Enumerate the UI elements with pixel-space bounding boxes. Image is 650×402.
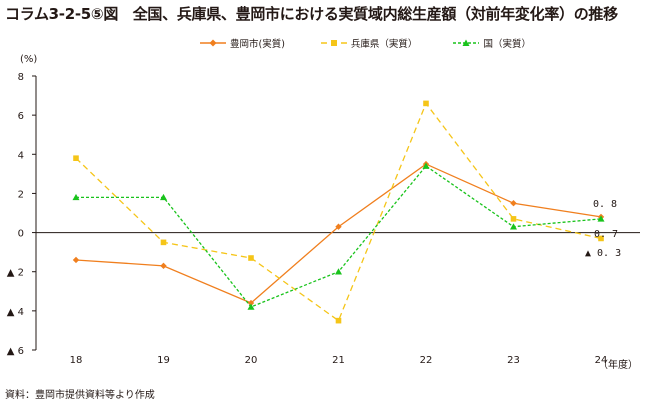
- data-point-square: [73, 155, 79, 161]
- y-axis-unit-label: (%): [20, 54, 37, 65]
- x-tick-label: 22: [420, 355, 433, 366]
- legend-swatch-toyooka: [200, 39, 226, 47]
- legend-label-toyooka: 豊岡市(実質): [230, 39, 285, 50]
- data-point-square: [423, 100, 429, 107]
- y-tick-label: 8: [18, 72, 24, 83]
- y-tick-label: ▲ 6: [7, 346, 24, 357]
- legend-item-hyogo: 兵庫県（実質）: [320, 36, 418, 50]
- y-tick-label: ▲ 4: [7, 307, 24, 318]
- data-point-triangle: [510, 223, 517, 230]
- data-point-square: [160, 239, 167, 246]
- legend-item-national: 国（実質）: [453, 36, 531, 50]
- data-point-diamond: [510, 200, 517, 207]
- data-point-triangle: [72, 193, 80, 201]
- legend-swatch-hyogo: [320, 40, 347, 46]
- data-point-square: [510, 216, 517, 222]
- data-point-square: [248, 255, 254, 261]
- data-point-diamond: [160, 262, 167, 270]
- series-line-2: [76, 165, 602, 308]
- series-line-0: [75, 163, 602, 304]
- x-tick-label: 24: [595, 355, 608, 366]
- data-point-diamond: [72, 256, 80, 264]
- data-label: ▲ 0. 3: [585, 248, 621, 259]
- y-tick-label: 6: [18, 111, 24, 122]
- x-tick-label: 23: [507, 355, 520, 366]
- data-point-square: [598, 235, 604, 242]
- legend-item-toyooka: 豊岡市(実質): [200, 36, 285, 50]
- y-tick-label: ▲ 2: [7, 268, 24, 279]
- x-axis-unit-label: （年度）: [598, 358, 638, 371]
- legend-swatch-national: [453, 39, 480, 46]
- y-tick-label: 4: [18, 150, 24, 161]
- data-label: 0. 8: [593, 199, 617, 210]
- x-tick-label: 20: [245, 355, 258, 366]
- data-point-triangle: [335, 268, 342, 275]
- chart-legend: 豊岡市(実質) 兵庫県（実質） 国（実質）: [200, 36, 531, 50]
- data-point-triangle: [422, 162, 430, 169]
- source-note: 資料：豊岡市提供資料等より作成: [5, 390, 155, 401]
- legend-label-national: 国（実質）: [483, 39, 531, 50]
- x-tick-label: 18: [70, 355, 83, 366]
- data-point-triangle: [160, 193, 167, 201]
- y-tick-label: 0: [18, 229, 24, 240]
- data-point-diamond: [335, 223, 342, 230]
- legend-label-hyogo: 兵庫県（実質）: [350, 39, 418, 50]
- y-tick-label: 2: [18, 189, 24, 200]
- data-point-diamond: [247, 299, 255, 307]
- chart-title: コラム3-2-5⑤図 全国、兵庫県、豊岡市における実質域内総生産額（対前年変化率…: [5, 5, 618, 23]
- data-point-triangle: [597, 215, 605, 222]
- data-point-square: [335, 317, 342, 324]
- data-label: 0. 7: [594, 229, 618, 240]
- series-line-1: [75, 102, 602, 322]
- x-tick-label: 21: [332, 355, 345, 366]
- x-tick-label: 19: [157, 355, 170, 366]
- data-point-triangle: [247, 303, 255, 310]
